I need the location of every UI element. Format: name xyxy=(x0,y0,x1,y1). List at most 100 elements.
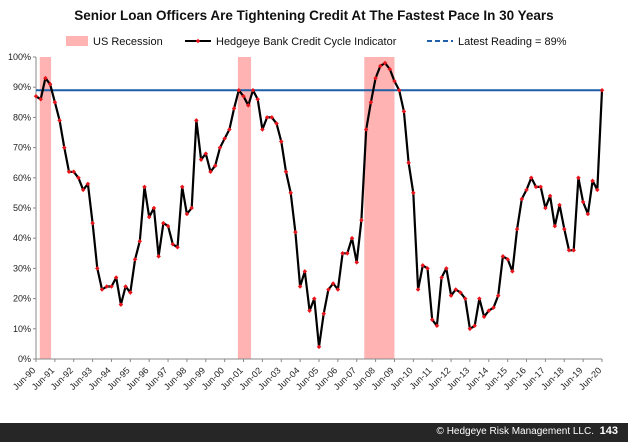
data-point xyxy=(326,287,331,292)
data-point xyxy=(335,287,341,292)
data-point xyxy=(231,106,237,111)
data-point xyxy=(123,284,128,289)
data-point xyxy=(302,269,308,274)
data-point xyxy=(345,251,350,256)
data-point xyxy=(429,317,435,323)
footer-page-number: 143 xyxy=(599,425,618,437)
y-tick-label: 10% xyxy=(13,324,31,334)
data-point xyxy=(396,87,402,93)
data-point xyxy=(467,326,473,332)
data-point xyxy=(415,287,421,292)
data-point xyxy=(425,266,430,271)
data-point xyxy=(307,308,312,313)
data-point xyxy=(495,293,501,298)
y-tick-label: 20% xyxy=(13,294,31,304)
data-point xyxy=(76,175,81,181)
data-point xyxy=(486,308,492,313)
data-point xyxy=(411,190,416,196)
legend-swatch-marker xyxy=(195,38,201,44)
data-point xyxy=(62,145,67,150)
data-point xyxy=(95,266,100,271)
y-tick-label: 80% xyxy=(13,112,31,122)
data-point xyxy=(481,314,487,319)
recession-band xyxy=(39,57,52,359)
data-point xyxy=(505,257,510,262)
data-point xyxy=(297,284,303,289)
y-tick-label: 90% xyxy=(13,82,31,92)
data-point xyxy=(538,184,543,190)
data-point xyxy=(514,226,520,232)
data-point xyxy=(458,290,463,295)
data-point xyxy=(359,217,364,223)
data-point xyxy=(500,254,506,259)
data-point xyxy=(179,184,185,190)
data-point xyxy=(156,254,161,259)
data-point xyxy=(406,160,411,165)
data-point xyxy=(401,109,407,114)
data-point xyxy=(448,293,454,298)
chart-title: Senior Loan Officers Are Tightening Cred… xyxy=(74,8,554,23)
data-point xyxy=(566,248,572,253)
data-point xyxy=(104,284,110,289)
data-point xyxy=(330,281,336,286)
data-point xyxy=(321,311,326,316)
data-point xyxy=(194,118,199,123)
data-point xyxy=(571,248,576,253)
data-point xyxy=(279,139,284,144)
data-point xyxy=(274,121,279,126)
chart-plot: 0%10%20%30%40%50%60%70%80%90%100%Jun-90J… xyxy=(8,36,605,392)
data-point xyxy=(434,323,440,329)
data-point xyxy=(90,220,95,226)
data-point xyxy=(453,287,459,292)
data-point xyxy=(557,202,562,208)
series-group xyxy=(33,60,605,350)
footer-bar: © Hedgeye Risk Management LLC. 143 xyxy=(0,423,628,442)
legend-label: Latest Reading = 89% xyxy=(458,36,567,48)
data-point xyxy=(354,260,359,265)
data-point xyxy=(363,127,369,132)
data-point xyxy=(66,169,72,175)
data-point xyxy=(340,251,345,256)
data-point xyxy=(43,75,48,81)
data-point xyxy=(283,169,289,175)
data-point xyxy=(250,87,256,93)
data-point xyxy=(316,344,322,350)
data-point xyxy=(47,81,53,87)
data-point xyxy=(477,296,482,301)
data-point xyxy=(491,305,496,310)
data-point xyxy=(33,93,39,99)
y-tick-label: 60% xyxy=(13,173,31,183)
data-point xyxy=(439,275,444,280)
legend-label: US Recession xyxy=(93,36,163,48)
data-point xyxy=(38,97,43,102)
data-point xyxy=(472,323,477,329)
data-point xyxy=(444,266,449,271)
data-point xyxy=(349,235,355,241)
y-tick-label: 70% xyxy=(13,143,31,153)
data-point xyxy=(576,175,581,181)
data-point xyxy=(599,87,605,93)
data-point xyxy=(562,226,567,232)
y-tick-label: 30% xyxy=(13,263,31,273)
y-tick-label: 40% xyxy=(13,233,31,243)
recession-bands xyxy=(39,57,395,359)
y-tick-label: 0% xyxy=(18,354,31,364)
y-tick-label: 100% xyxy=(8,52,31,62)
data-point xyxy=(288,190,293,196)
data-point xyxy=(142,184,147,190)
legend-label: Hedgeye Bank Credit Cycle Indicator xyxy=(216,36,397,48)
data-point xyxy=(85,181,91,187)
data-point xyxy=(552,223,558,229)
recession-band xyxy=(237,57,252,359)
data-point xyxy=(255,97,260,102)
footer-copyright: © Hedgeye Risk Management LLC. xyxy=(436,426,594,437)
data-point xyxy=(118,302,124,307)
data-point xyxy=(293,229,298,235)
y-tick-label: 50% xyxy=(13,203,31,213)
legend: US Recession Hedgeye Bank Credit Cycle In… xyxy=(66,36,567,48)
data-point xyxy=(80,187,86,193)
data-point xyxy=(227,127,232,132)
data-point xyxy=(57,118,62,123)
data-point xyxy=(137,238,143,244)
data-point xyxy=(312,296,317,301)
